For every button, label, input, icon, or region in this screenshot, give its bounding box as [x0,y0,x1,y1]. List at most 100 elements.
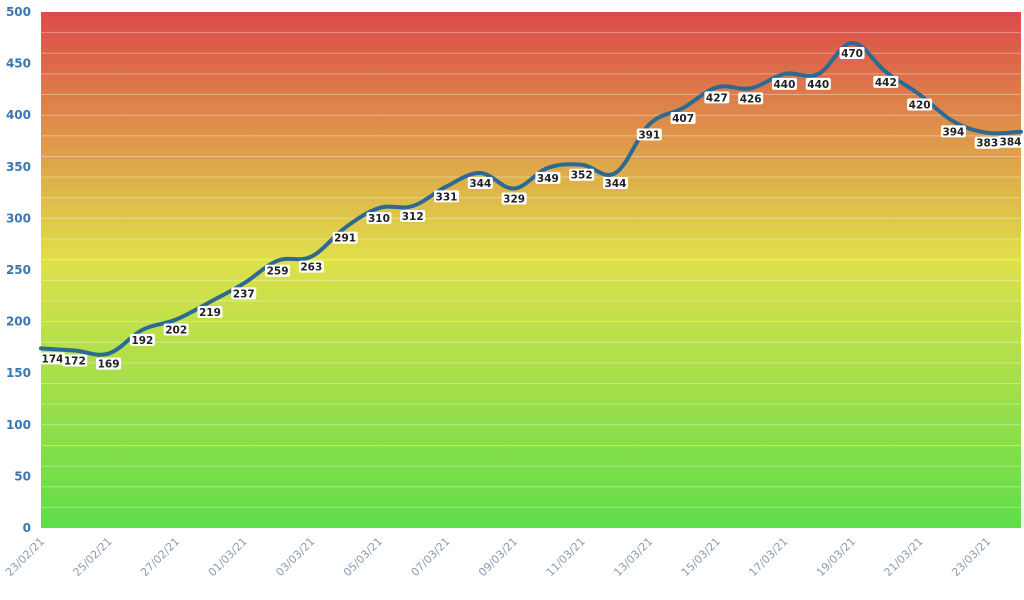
data-label-background [332,231,358,244]
y-tick-label: 0 [23,521,31,535]
data-label: 440 [805,77,831,91]
x-tick-label: 05/03/21 [341,535,385,579]
data-label: 470 [839,46,865,60]
y-tick-label: 50 [14,469,31,483]
data-label-text: 440 [773,79,795,91]
data-label-text: 259 [267,266,289,278]
data-label-background [839,46,865,59]
data-label: 442 [873,75,899,89]
data-label: 420 [907,98,933,112]
y-tick-label: 450 [6,57,31,71]
data-label: 352 [569,168,595,182]
data-label: 344 [467,176,493,190]
data-label-text: 391 [638,129,660,141]
data-label: 312 [400,210,426,223]
data-label-text: 169 [98,359,120,371]
data-label-background [636,128,662,141]
data-label-background [434,190,460,203]
data-label-text: 383 [976,138,998,150]
y-tick-label: 200 [6,315,31,329]
data-label: 263 [298,260,324,274]
data-label: 291 [332,231,358,245]
data-label-background [771,77,797,90]
x-tick-label: 23/03/21 [949,535,993,579]
data-label-text: 426 [740,93,762,105]
data-label-text: 219 [199,307,221,319]
y-tick-label: 350 [6,160,31,174]
data-label-text: 331 [436,191,458,203]
data-label-text: 407 [672,113,694,125]
data-label-background [805,77,831,90]
x-tick-label: 21/03/21 [882,535,926,579]
data-label-background [467,176,493,189]
data-label-background [873,75,899,88]
data-labels: 174 172 169 192 202 219 237 259 263 291 310 312 331 3… [40,46,1023,371]
data-label-text: 352 [571,170,593,182]
data-label-text: 420 [909,100,931,112]
data-label-text: 237 [233,288,255,300]
y-tick-label: 300 [6,211,31,225]
data-label: 427 [704,91,730,104]
data-label: 391 [636,128,662,141]
data-label: 440 [771,77,797,91]
x-tick-label: 23/02/21 [3,535,47,579]
data-label: 349 [535,171,561,185]
data-label-text: 427 [706,92,728,104]
data-label: 426 [738,92,764,105]
data-label-text: 329 [503,193,525,205]
x-tick-label: 15/03/21 [679,535,723,579]
data-label-background [62,354,88,367]
data-label: 344 [602,176,628,190]
data-label: 174 [40,352,65,365]
x-tick-label: 11/03/21 [544,535,588,579]
x-tick-label: 07/03/21 [409,535,453,579]
x-axis: 23/02/21 25/02/21 27/02/21 01/03/21 03/03/21… [3,535,993,579]
data-label-text: 291 [334,233,356,245]
data-label-background [129,333,155,346]
data-label-text: 192 [131,335,153,347]
y-tick-label: 250 [6,263,31,277]
data-label-background [40,352,65,365]
data-label: 383 [974,136,1000,150]
x-tick-label: 09/03/21 [476,535,520,579]
data-label-background [974,136,1000,149]
series-line [39,40,1023,357]
data-label-text: 344 [605,178,627,190]
data-label-background [569,168,595,181]
data-label: 169 [96,357,122,371]
data-label-background [602,176,628,189]
x-tick-label: 25/02/21 [71,535,115,579]
data-label: 407 [670,111,696,125]
data-label-background [265,264,291,277]
data-label-background [670,111,696,124]
data-label-background [998,135,1023,148]
y-axis: 0 50 100 150 200 250 300 350 400 450 500 [6,5,31,535]
data-label-text: 384 [1000,137,1022,149]
x-tick-label: 19/03/21 [814,535,858,579]
plot-background [41,12,1021,528]
data-label: 329 [501,192,527,205]
data-label-background [501,192,527,205]
data-label: 192 [129,333,155,347]
data-label-text: 442 [875,77,897,89]
data-label: 331 [434,190,460,203]
data-label-text: 312 [402,211,424,223]
data-label-text: 174 [42,353,64,365]
data-label: 202 [163,323,189,337]
data-label-background [197,305,223,318]
data-label: 259 [265,264,291,278]
x-tick-label: 13/03/21 [611,535,655,579]
data-label: 219 [197,305,223,319]
data-label-background [366,212,392,225]
data-label: 394 [940,125,966,138]
data-label-text: 344 [469,178,491,190]
data-label-text: 470 [841,48,863,60]
data-label-text: 310 [368,213,390,225]
data-label-background [940,125,966,138]
y-tick-label: 500 [6,5,31,19]
data-label-text: 349 [537,173,559,185]
data-label: 384 [998,135,1023,149]
data-label-text: 394 [942,126,964,138]
